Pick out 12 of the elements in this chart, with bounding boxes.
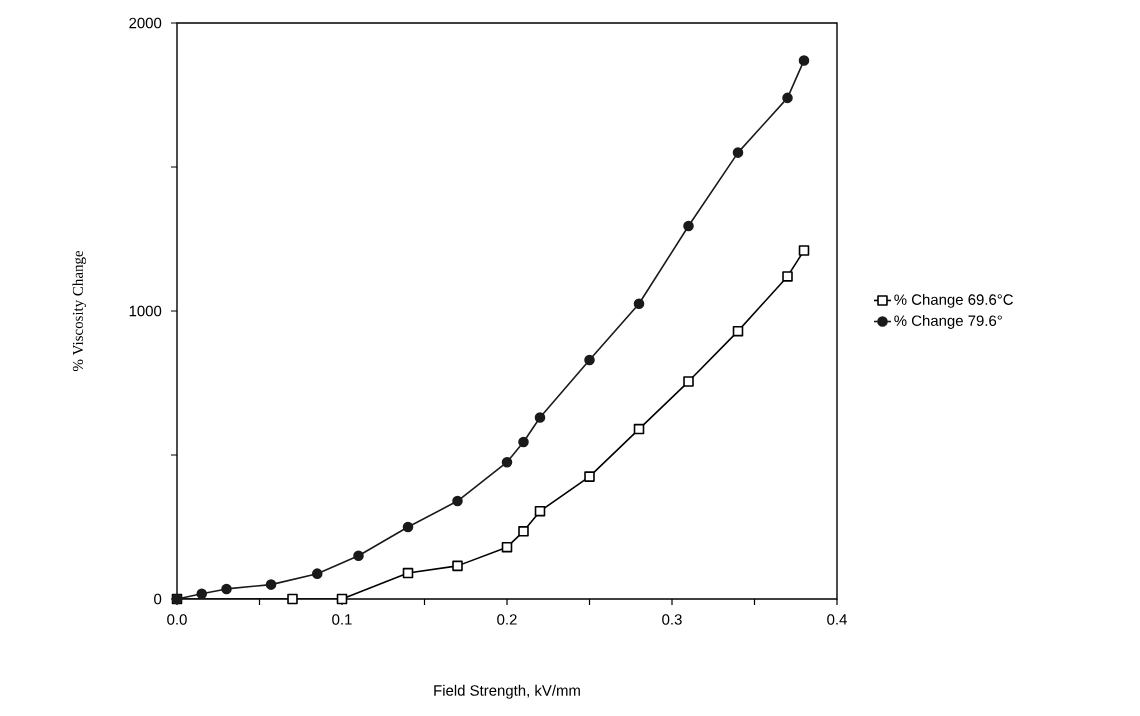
x-tick-label: 0.4 [827,614,847,625]
y-tick-label: 0 [154,593,162,605]
y-tick-label: 1000 [129,305,162,317]
x-tick-label: 0.2 [497,614,517,625]
x-tick-label: 0.0 [167,614,187,625]
y-axis-title: % Viscosity Change [72,250,87,372]
legend-label: % Change 79.6° [894,314,1002,329]
x-tick-label: 0.3 [662,614,682,625]
legend-label: % Change 69.6°C [894,293,1013,308]
x-tick-label: 0.1 [332,614,352,625]
x-axis-title: Field Strength, kV/mm [434,684,580,699]
y-tick-label: 2000 [129,17,162,29]
